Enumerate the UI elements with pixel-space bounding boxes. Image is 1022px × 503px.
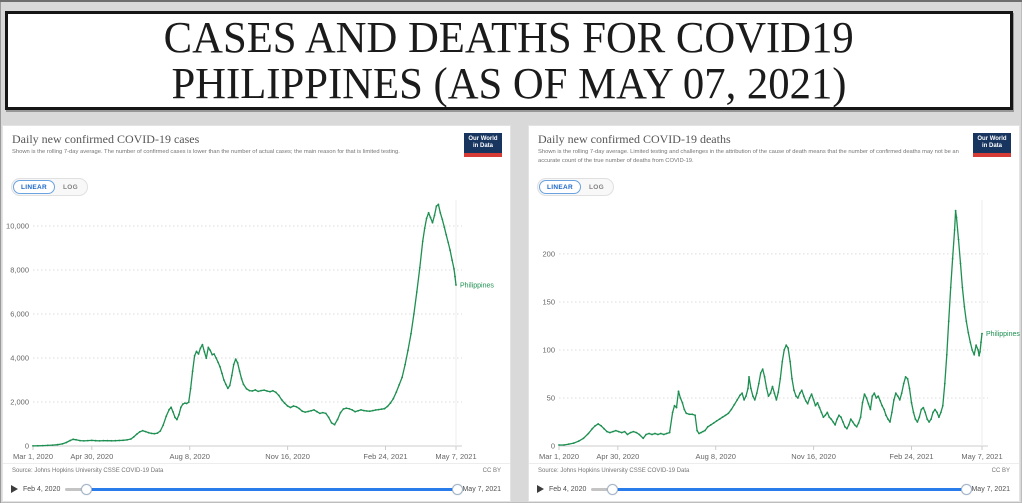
timeline-track[interactable] xyxy=(65,482,463,496)
svg-text:Nov 16, 2020: Nov 16, 2020 xyxy=(265,452,310,461)
svg-text:Feb 24, 2021: Feb 24, 2021 xyxy=(363,452,407,461)
svg-text:4,000: 4,000 xyxy=(10,354,29,363)
timeline: Feb 4, 2020 May 7, 2021 xyxy=(537,481,1010,497)
timeline-handle-start[interactable] xyxy=(606,483,618,495)
linear-button[interactable]: LINEAR xyxy=(13,180,55,194)
owid-logo[interactable]: Our World in Data xyxy=(464,133,502,157)
svg-text:Feb 24, 2021: Feb 24, 2021 xyxy=(889,452,933,461)
timeline-handle-end[interactable] xyxy=(960,483,972,495)
svg-text:Philippines: Philippines xyxy=(986,331,1020,338)
svg-text:2,000: 2,000 xyxy=(10,398,29,407)
license-link[interactable]: CC BY xyxy=(482,468,501,474)
svg-text:8,000: 8,000 xyxy=(10,266,29,275)
timeline-start-label: Feb 4, 2020 xyxy=(549,485,587,493)
timeline-end-label: May 7, 2021 xyxy=(971,485,1010,493)
svg-text:0: 0 xyxy=(551,442,555,451)
timeline-track[interactable] xyxy=(591,482,972,496)
timeline-end-label: May 7, 2021 xyxy=(462,485,501,493)
owid-logo-line2: in Data xyxy=(981,143,1002,150)
svg-text:150: 150 xyxy=(542,298,555,307)
owid-logo[interactable]: Our World in Data xyxy=(973,133,1011,157)
svg-text:Mar 1, 2020: Mar 1, 2020 xyxy=(539,452,579,461)
source-link[interactable]: Source: Johns Hopkins University CSSE CO… xyxy=(12,468,164,474)
log-button[interactable]: LOG xyxy=(63,183,78,191)
svg-text:50: 50 xyxy=(547,394,555,403)
chart-card-deaths: Daily new confirmed COVID-19 deaths Show… xyxy=(528,125,1020,502)
play-icon[interactable] xyxy=(11,485,18,493)
svg-text:Philippines: Philippines xyxy=(460,283,494,290)
svg-text:Apr 30, 2020: Apr 30, 2020 xyxy=(70,452,113,461)
chart-subtitle: Shown is the rolling 7-day average. The … xyxy=(12,149,400,155)
svg-text:Aug 8, 2020: Aug 8, 2020 xyxy=(169,452,209,461)
scale-toggle: LINEAR LOG xyxy=(11,178,88,196)
svg-text:10,000: 10,000 xyxy=(6,222,29,231)
timeline-track-selected xyxy=(612,487,967,491)
chart-card-cases: Daily new confirmed COVID-19 cases Shown… xyxy=(2,125,511,502)
svg-text:May 7, 2021: May 7, 2021 xyxy=(435,452,476,461)
svg-text:Nov 16, 2020: Nov 16, 2020 xyxy=(791,452,836,461)
footer-divider xyxy=(529,463,1019,464)
chart-subtitle: Shown is the rolling 7-day average. Limi… xyxy=(538,149,959,164)
svg-text:6,000: 6,000 xyxy=(10,310,29,319)
chart-title: Daily new confirmed COVID-19 cases xyxy=(12,132,200,146)
log-button[interactable]: LOG xyxy=(589,183,604,191)
svg-text:100: 100 xyxy=(542,346,555,355)
svg-text:Mar 1, 2020: Mar 1, 2020 xyxy=(13,452,53,461)
license-link[interactable]: CC BY xyxy=(991,468,1010,474)
banner-title-line2: PHILIPPINES (AS OF MAY 07, 2021) xyxy=(171,58,847,108)
owid-logo-line1: Our World xyxy=(977,135,1007,142)
cases-line-chart[interactable]: 0 2,000 4,000 6,000 8,000 10,000 Mar 1, 2020 Ap… xyxy=(3,196,510,476)
svg-text:Apr 30, 2020: Apr 30, 2020 xyxy=(596,452,639,461)
timeline-start-label: Feb 4, 2020 xyxy=(23,485,61,493)
play-icon[interactable] xyxy=(537,485,544,493)
footer-divider xyxy=(3,463,510,464)
chart-title: Daily new confirmed COVID-19 deaths xyxy=(538,132,731,146)
banner-title-line1: CASES AND DEATHS FOR COVID19 xyxy=(163,12,855,62)
timeline-handle-start[interactable] xyxy=(81,483,93,495)
svg-text:May 7, 2021: May 7, 2021 xyxy=(961,452,1002,461)
owid-logo-line1: Our World xyxy=(468,135,498,142)
scale-toggle: LINEAR LOG xyxy=(537,178,614,196)
svg-text:0: 0 xyxy=(25,442,29,451)
timeline: Feb 4, 2020 May 7, 2021 xyxy=(11,481,501,497)
deaths-line-chart[interactable]: 0 50 100 150 200 Mar 1, 2020 Apr 30, 2020 Aug 8… xyxy=(529,196,1020,476)
timeline-handle-end[interactable] xyxy=(451,483,463,495)
timeline-track-selected xyxy=(86,487,458,491)
title-banner: CASES AND DEATHS FOR COVID19 PHILIPPINES… xyxy=(5,11,1013,110)
svg-text:Aug 8, 2020: Aug 8, 2020 xyxy=(695,452,735,461)
svg-text:200: 200 xyxy=(542,249,555,258)
source-link[interactable]: Source: Johns Hopkins University CSSE CO… xyxy=(538,468,690,474)
linear-button[interactable]: LINEAR xyxy=(539,180,581,194)
owid-logo-line2: in Data xyxy=(472,143,493,150)
